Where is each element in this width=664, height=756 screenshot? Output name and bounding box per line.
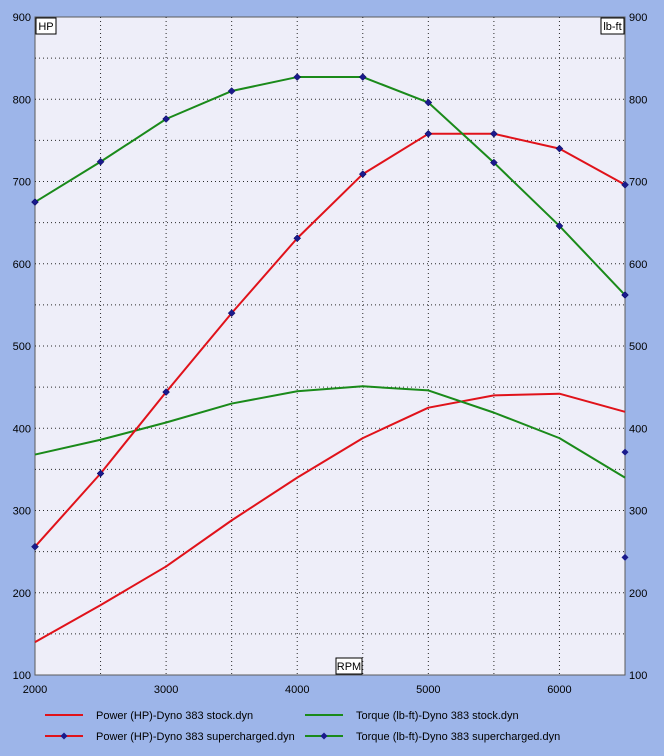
legend-label: Power (HP)-Dyno 383 stock.dyn [96, 710, 253, 722]
series-line-3 [34, 76, 626, 296]
data-point-marker [293, 234, 302, 243]
data-point-marker [358, 73, 367, 81]
bottom-axis-tag: RPM [335, 657, 363, 675]
x-tick-label: 3000 [154, 684, 178, 696]
y-tick-label-right: 800 [629, 94, 647, 106]
data-point-marker [162, 115, 170, 123]
bottom-axis-tag-text: RPM [337, 661, 361, 673]
legend-marker [320, 732, 328, 740]
x-tick-label: 2000 [23, 684, 47, 696]
data-point-marker [490, 158, 498, 167]
y-tick-label-right: 300 [629, 506, 647, 518]
x-tick-label: 6000 [547, 684, 571, 696]
y-tick-label-right: 700 [629, 177, 647, 189]
legend-marker [60, 732, 68, 740]
plot-area [34, 16, 626, 676]
data-point-marker [96, 157, 105, 166]
data-point-marker [96, 469, 105, 478]
series-line-2 [34, 132, 626, 548]
x-tick-label: 4000 [285, 684, 309, 696]
data-point-marker [424, 98, 433, 107]
data-point-marker [424, 129, 433, 138]
data-point-marker [621, 553, 629, 561]
series-layer [31, 73, 629, 643]
y-tick-label-left: 600 [13, 259, 31, 271]
y-tick-label-right: 600 [629, 259, 647, 271]
tick-layer: 100 100 200 200 300 300 400 400 500 500 600 600 700 7… [13, 12, 648, 696]
right-axis-tag: lb-ft [600, 17, 625, 35]
data-point-marker [621, 180, 629, 189]
data-point-marker [621, 291, 629, 299]
y-tick-label-left: 100 [13, 670, 31, 682]
legend-label: Torque (lb-ft)-Dyno 383 stock.dyn [356, 710, 519, 722]
y-tick-label-left: 700 [13, 177, 31, 189]
y-tick-label-right: 400 [629, 423, 647, 435]
data-point-marker [490, 129, 498, 138]
y-tick-label-left: 800 [13, 94, 31, 106]
data-point-marker [555, 144, 564, 153]
y-tick-label-left: 200 [13, 588, 31, 600]
data-point-marker [31, 198, 39, 206]
data-point-marker [293, 73, 302, 81]
series-line-1 [34, 385, 626, 479]
series-line-0 [34, 392, 626, 643]
data-point-marker [227, 87, 236, 95]
y-tick-label-left: 900 [13, 12, 31, 24]
y-tick-label-right: 900 [629, 12, 647, 24]
left-axis-tag-text: HP [38, 21, 53, 33]
data-point-marker [621, 448, 629, 456]
y-tick-label-left: 400 [13, 423, 31, 435]
data-point-marker [358, 170, 367, 178]
y-tick-label-right: 500 [629, 341, 647, 353]
x-tick-label: 5000 [416, 684, 440, 696]
data-point-marker [162, 388, 170, 396]
y-tick-label-left: 500 [13, 341, 31, 353]
legend: Power (HP)-Dyno 383 stock.dyn Torque (lb-… [45, 710, 560, 743]
y-tick-label-left: 300 [13, 506, 31, 518]
legend-label: Torque (lb-ft)-Dyno 383 supercharged.dyn [356, 731, 560, 743]
legend-label: Power (HP)-Dyno 383 supercharged.dyn [96, 731, 295, 743]
right-axis-tag-text: lb-ft [603, 21, 621, 33]
data-point-marker [227, 309, 236, 317]
y-tick-label-right: 100 [629, 670, 647, 682]
data-point-marker [31, 542, 39, 551]
data-point-marker [555, 222, 564, 230]
left-axis-tag: HP [35, 17, 57, 35]
y-tick-label-right: 200 [629, 588, 647, 600]
